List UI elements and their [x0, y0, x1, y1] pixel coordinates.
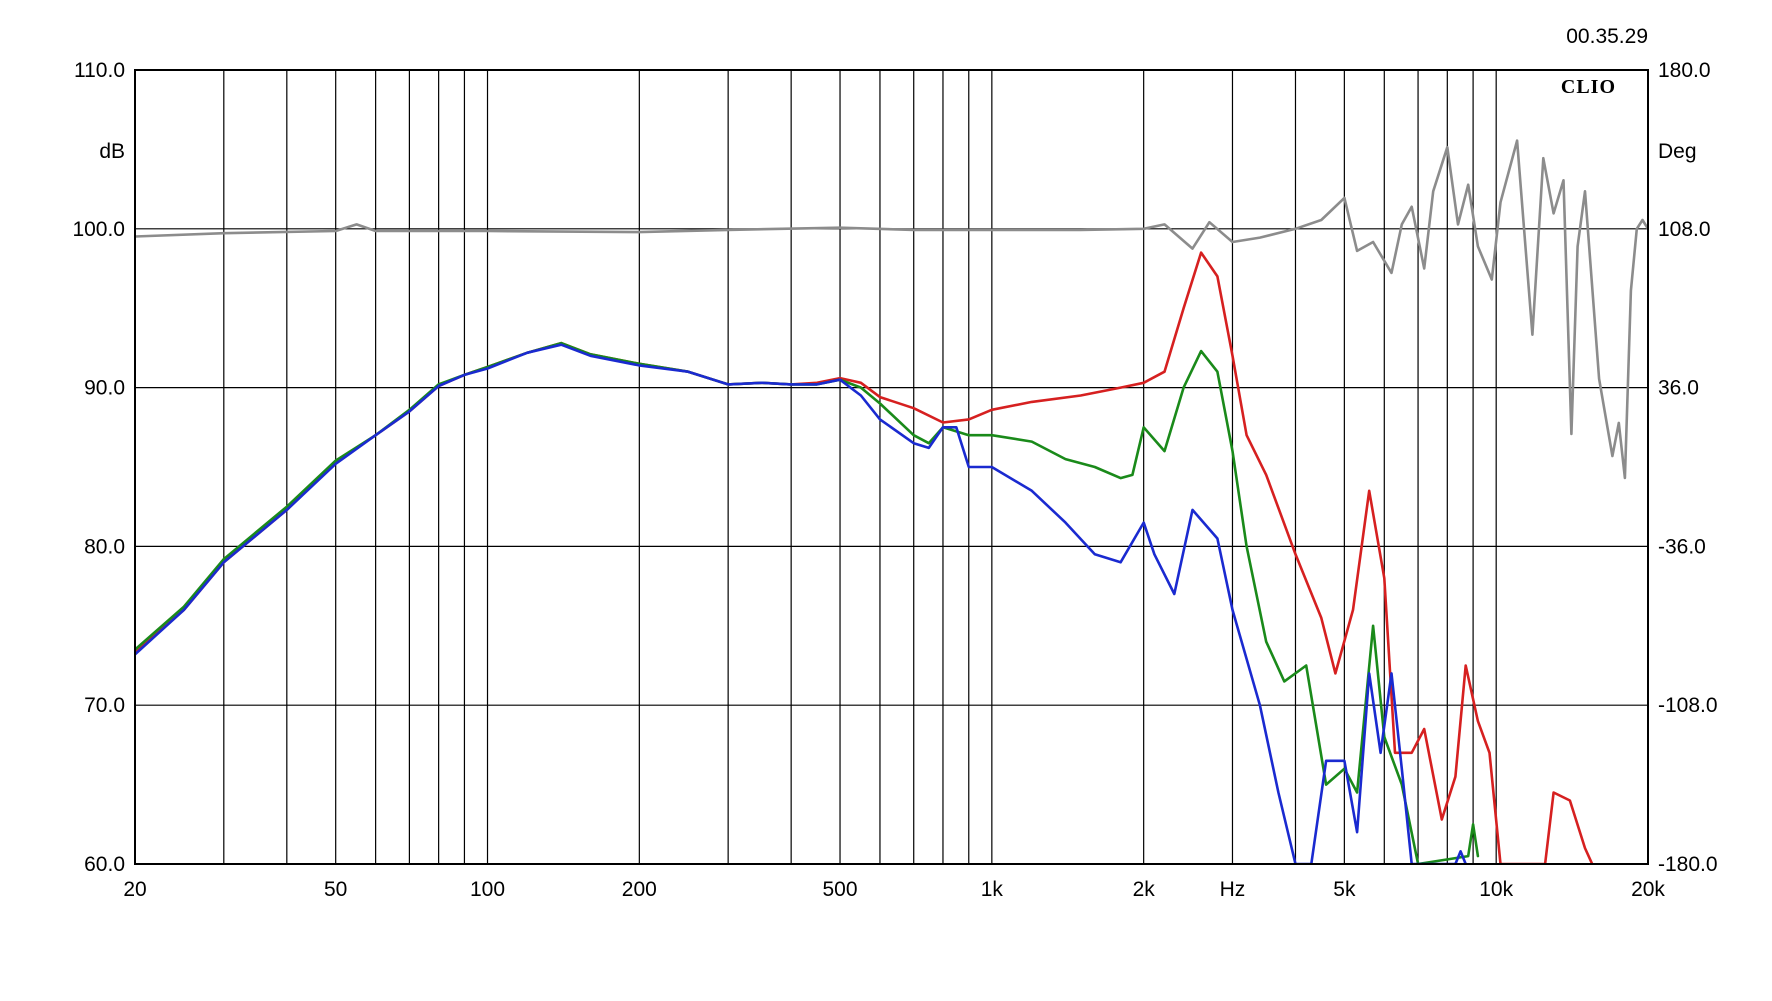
x-tick-label: 50	[324, 878, 347, 901]
x-tick-label: 2k	[1133, 878, 1156, 901]
right-axis-unit-label: Deg	[1658, 140, 1697, 163]
y2-tick-label: -108.0	[1658, 694, 1718, 717]
y-tick-label: 70.0	[84, 694, 125, 717]
series-line-4	[135, 139, 1648, 480]
y-tick-label: 80.0	[84, 535, 125, 558]
x-tick-label: 5k	[1333, 878, 1356, 901]
x-axis-unit-label: Hz	[1220, 878, 1246, 901]
x-tick-label: 10k	[1479, 878, 1513, 901]
y2-tick-label: -180.0	[1658, 853, 1718, 876]
y2-tick-label: 36.0	[1658, 377, 1699, 400]
y2-tick-label: -36.0	[1658, 535, 1706, 558]
y-tick-label: 110.0	[74, 59, 125, 82]
left-axis-unit-label: dB	[99, 140, 125, 163]
y-tick-label: 90.0	[84, 377, 125, 400]
y-tick-label: 60.0	[84, 853, 125, 876]
x-tick-label: 500	[823, 878, 858, 901]
y-tick-label: 100.0	[72, 218, 125, 241]
x-tick-label: 200	[622, 878, 657, 901]
y2-tick-label: 180.0	[1658, 59, 1711, 82]
series-line-3	[135, 343, 1467, 864]
x-tick-label: 20k	[1631, 878, 1665, 901]
axis-tick-labels: 20 50 100 200 500 1k 2k 5k 10k 20k 60.0 70.0 80.0 90.…	[72, 59, 1717, 901]
x-tick-label: 20	[123, 878, 146, 901]
x-tick-label: 1k	[981, 878, 1004, 901]
clio-logo: CLIO	[1561, 76, 1616, 98]
plot-frame	[134, 69, 1649, 865]
x-tick-label: 100	[470, 878, 505, 901]
timestamp: 00.35.29	[1566, 25, 1648, 48]
data-series	[135, 139, 1648, 864]
y2-tick-label: 108.0	[1658, 218, 1711, 241]
